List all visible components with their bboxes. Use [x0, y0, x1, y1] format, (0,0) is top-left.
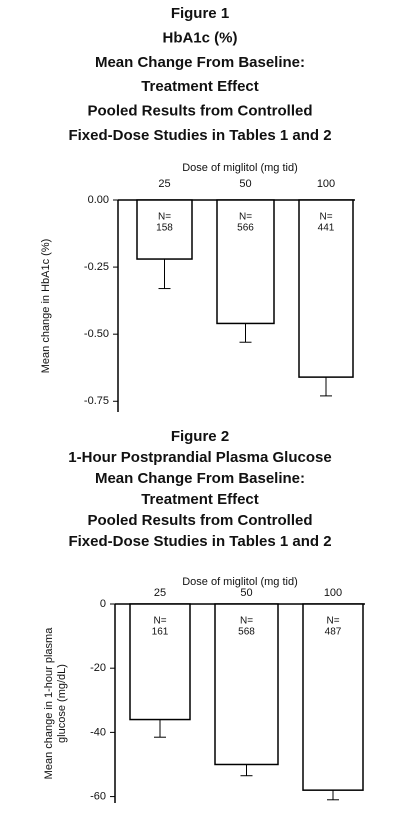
x-axis-title: Dose of miglitol (mg tid) [182, 576, 298, 588]
y-tick-label: -0.75 [84, 395, 109, 407]
chart-title: Mean Change From Baseline: [95, 470, 305, 487]
n-label: 487 [325, 627, 342, 638]
chart-title: Treatment Effect [141, 78, 259, 95]
n-label: N= [326, 616, 339, 627]
bar [302, 603, 364, 791]
chart-title: Fixed-Dose Studies in Tables 1 and 2 [68, 127, 331, 144]
chart-title: Pooled Results from Controlled [87, 103, 312, 120]
x-axis-title: Dose of miglitol (mg tid) [182, 162, 298, 174]
chart-title: Treatment Effect [141, 491, 259, 508]
n-label: N= [239, 212, 252, 223]
chart-title: Mean Change From Baseline: [95, 54, 305, 71]
bar [214, 603, 279, 766]
x-tick-label: 100 [317, 178, 335, 190]
n-label: N= [319, 212, 332, 223]
x-tick-label: 100 [324, 587, 342, 599]
y-tick-label: -20 [90, 662, 106, 674]
n-label: 158 [156, 223, 173, 234]
x-tick-label: 25 [158, 178, 170, 190]
y-tick-label: 0 [100, 598, 106, 610]
y-tick-label: -0.50 [84, 328, 109, 340]
n-label: N= [240, 616, 253, 627]
y-tick-label: -40 [90, 726, 106, 738]
chart-title: Figure 2 [171, 428, 229, 445]
chart-title: Figure 1 [171, 5, 229, 22]
y-axis-title: Mean change in HbA1c (%) [40, 239, 52, 374]
chart-title: HbA1c (%) [162, 29, 237, 46]
x-tick-label: 25 [154, 587, 166, 599]
chart-title: 1-Hour Postprandial Plasma Glucose [68, 449, 331, 466]
y-tick-label: -0.25 [84, 261, 109, 273]
y-tick-label: 0.00 [88, 194, 109, 206]
n-label: N= [158, 212, 171, 223]
y-axis-title: Mean change in 1-hour plasma [43, 627, 55, 780]
n-label: 441 [318, 223, 335, 234]
n-label: 161 [152, 627, 169, 638]
bar [129, 603, 191, 721]
n-label: 568 [238, 627, 255, 638]
chart-title: Fixed-Dose Studies in Tables 1 and 2 [68, 533, 331, 550]
y-tick-label: -60 [90, 790, 106, 802]
n-label: N= [153, 616, 166, 627]
x-tick-label: 50 [239, 178, 251, 190]
y-axis-title: glucose (mg/dL) [56, 664, 68, 743]
chart-title: Pooled Results from Controlled [87, 512, 312, 529]
n-label: 566 [237, 223, 254, 234]
x-tick-label: 50 [240, 587, 252, 599]
